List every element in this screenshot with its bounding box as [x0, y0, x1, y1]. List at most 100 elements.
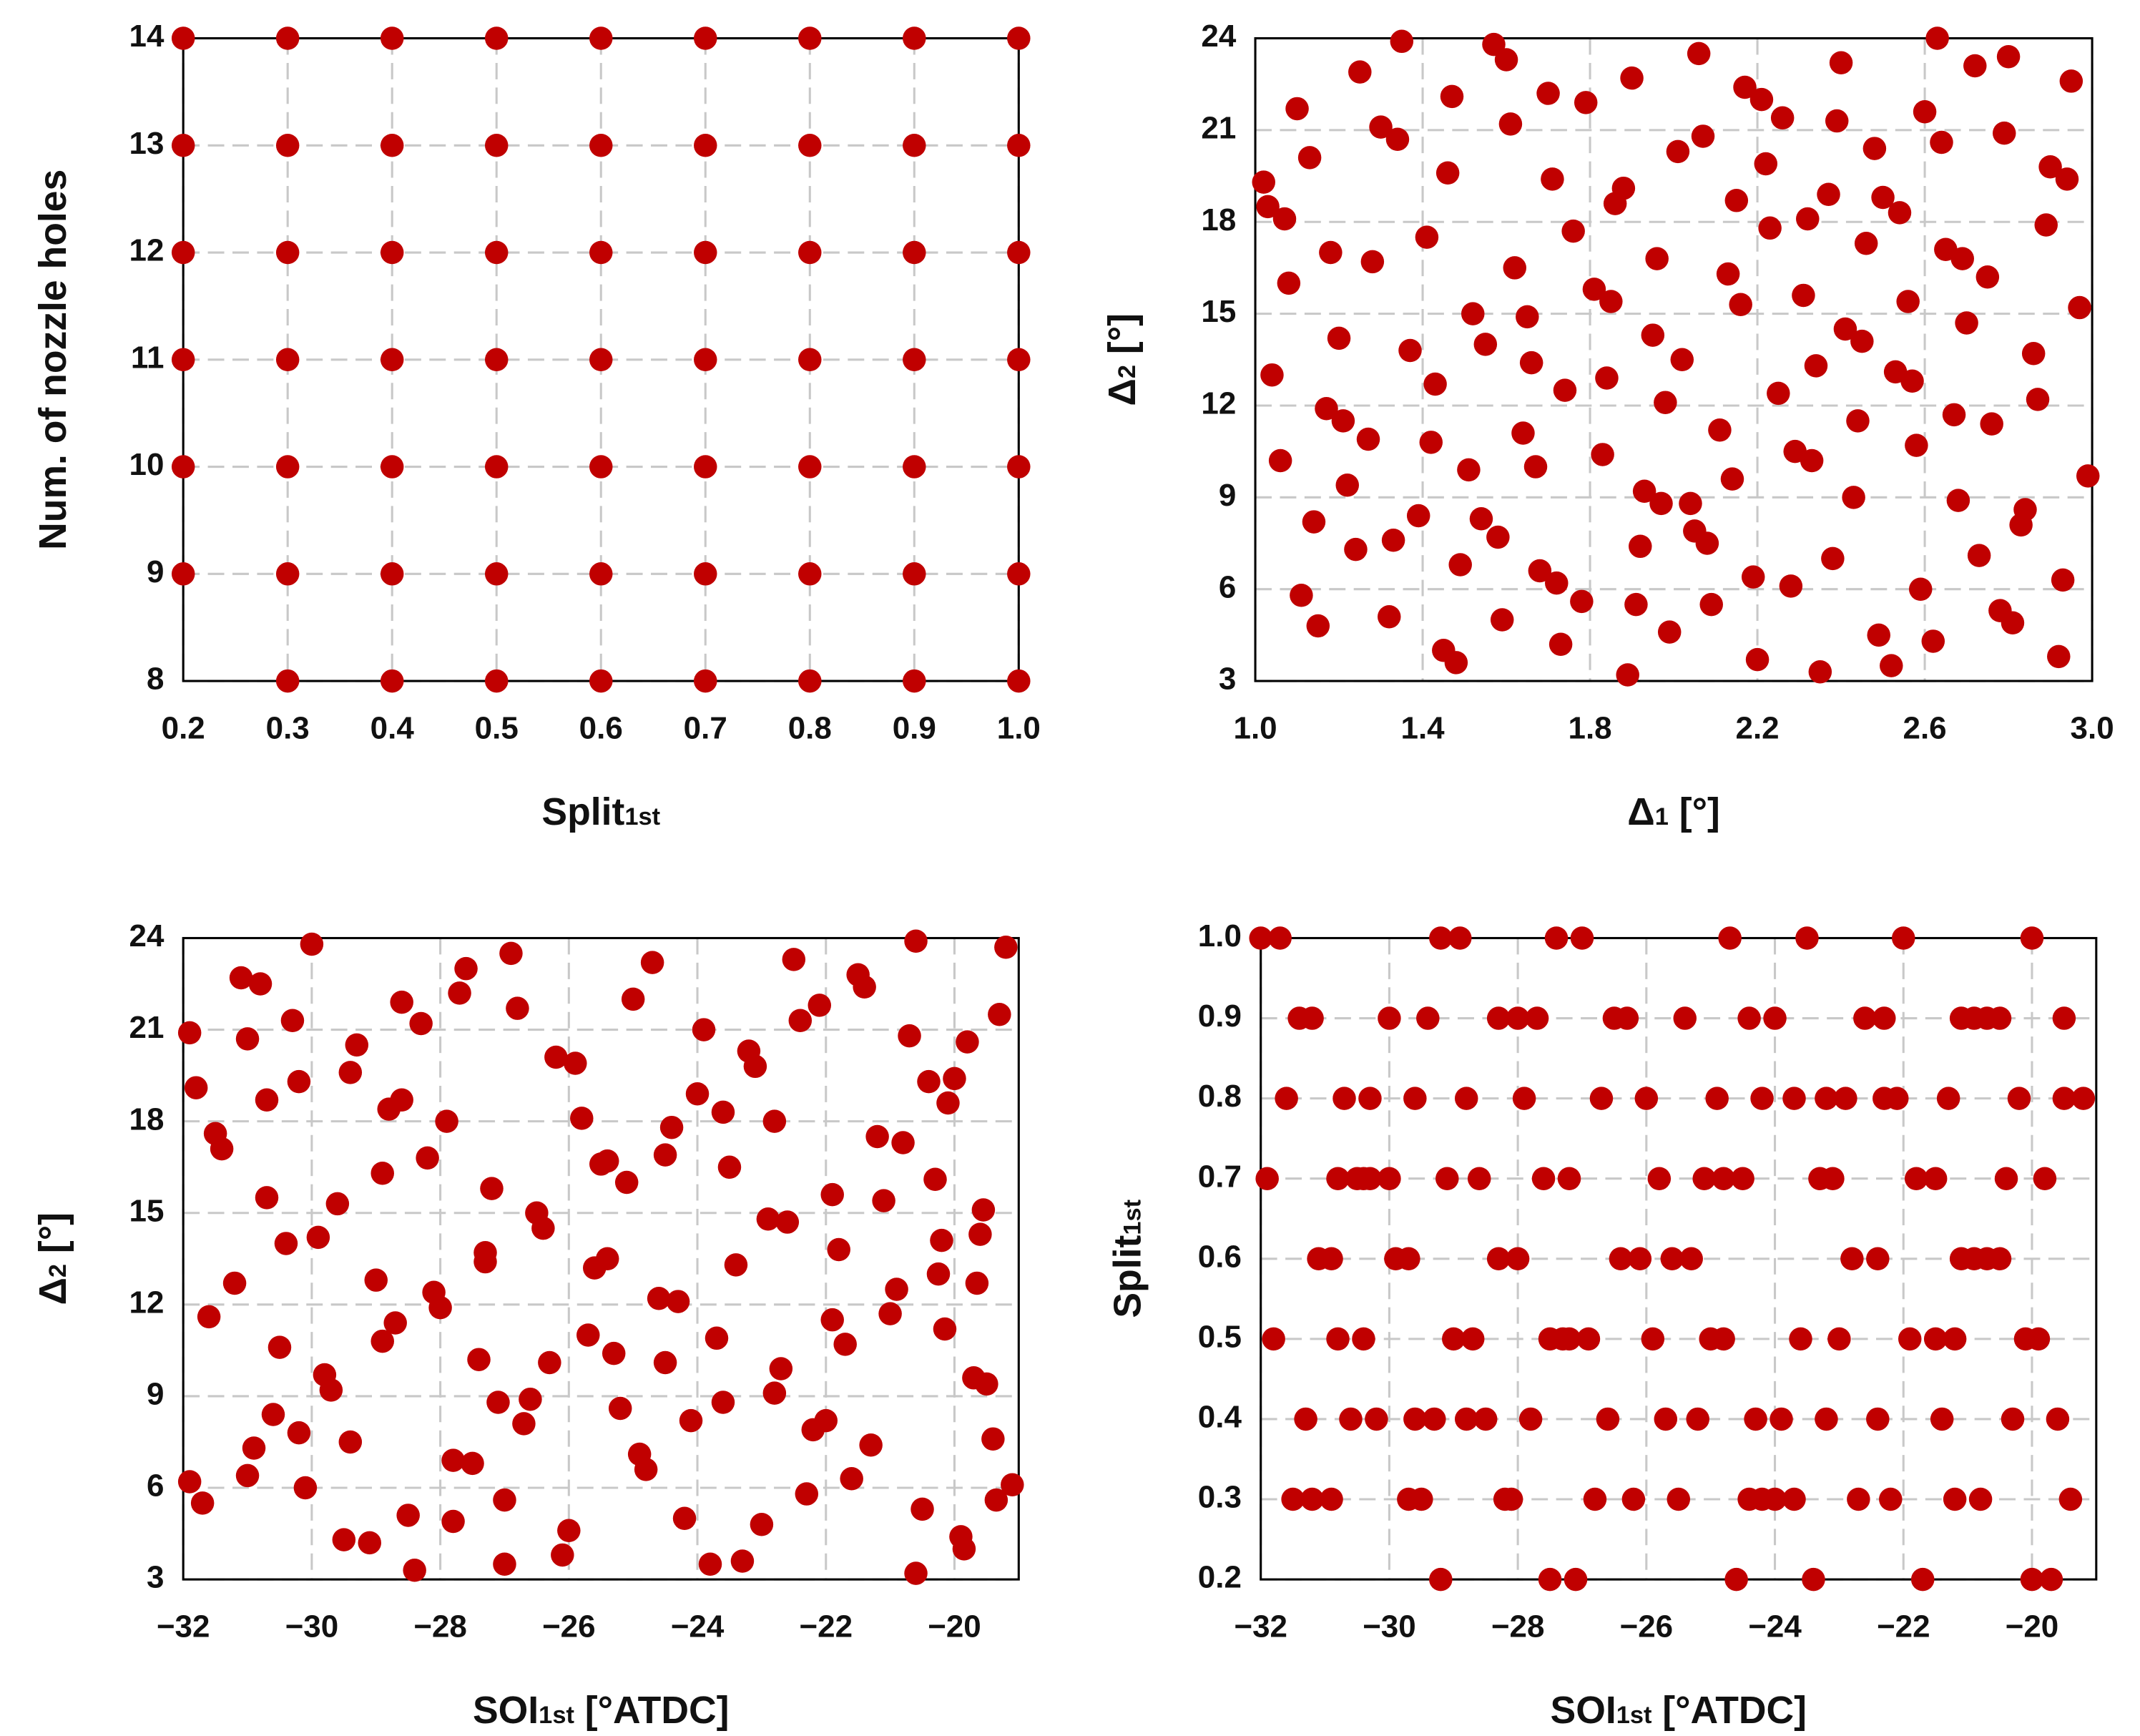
point — [1666, 139, 1690, 164]
point — [798, 134, 822, 157]
x-tick-label: 2.2 — [1736, 710, 1780, 745]
y-tick-label: 10 — [129, 447, 164, 482]
point — [1256, 195, 1280, 219]
point — [2034, 213, 2058, 237]
point — [332, 1528, 356, 1551]
point — [300, 932, 324, 956]
point — [1410, 1487, 1433, 1511]
point — [229, 966, 253, 990]
point — [1615, 1006, 1639, 1030]
y-tick-label: 0.9 — [1198, 999, 1242, 1034]
label-text: [°] — [1101, 313, 1144, 365]
y-tick-label: 18 — [1201, 202, 1236, 237]
point — [493, 1488, 516, 1512]
point — [589, 669, 613, 693]
point — [1503, 256, 1527, 280]
point — [724, 1253, 748, 1277]
point — [1745, 647, 1770, 672]
point — [486, 1391, 510, 1414]
y-tick-label: 0.3 — [1198, 1480, 1242, 1515]
point — [994, 936, 1018, 959]
point — [808, 994, 832, 1017]
point — [694, 134, 717, 157]
point — [409, 1011, 433, 1036]
point — [1641, 323, 1665, 347]
point — [1419, 431, 1443, 454]
point — [1536, 82, 1560, 105]
point — [1923, 1167, 1948, 1190]
point — [171, 348, 195, 372]
point — [1910, 1567, 1935, 1592]
point — [653, 1350, 677, 1375]
point — [1616, 663, 1639, 687]
y-tick-label: 3 — [147, 1560, 164, 1595]
point — [1634, 1087, 1659, 1110]
point — [1448, 926, 1472, 950]
x-tick-label: −20 — [2006, 1609, 2059, 1644]
point — [1332, 1087, 1356, 1110]
point — [930, 1228, 953, 1252]
point — [1599, 290, 1623, 313]
point — [1847, 1487, 1870, 1511]
point — [1670, 348, 1694, 372]
point — [1866, 1247, 1890, 1271]
point — [1344, 537, 1368, 561]
x-tick-label: −32 — [1234, 1609, 1287, 1644]
point — [775, 1210, 800, 1234]
point — [171, 26, 195, 50]
point — [380, 134, 404, 157]
x-tick-label: 0.5 — [475, 710, 519, 745]
point — [891, 1131, 915, 1154]
y-tick-label: 11 — [131, 340, 164, 375]
point — [1724, 189, 1749, 212]
point — [1454, 1407, 1478, 1431]
x-tick-label: 0.4 — [370, 710, 415, 745]
y-tick-label: 9 — [147, 1377, 164, 1412]
x-axis-label: Split1st — [541, 791, 660, 833]
label-text: SOI — [1551, 1690, 1616, 1732]
point — [319, 1378, 343, 1402]
point — [589, 455, 613, 479]
point — [1942, 403, 1966, 427]
point — [798, 669, 822, 693]
point — [1905, 433, 1928, 457]
point — [171, 455, 195, 479]
point — [1397, 1247, 1420, 1271]
point — [1782, 1487, 1806, 1511]
point — [1486, 1247, 1511, 1271]
point — [1649, 491, 1673, 516]
point — [1315, 397, 1338, 421]
point — [833, 1333, 857, 1356]
point — [380, 669, 404, 693]
point — [1570, 589, 1594, 614]
point — [904, 929, 928, 953]
point — [694, 26, 717, 50]
point — [480, 1177, 504, 1200]
point — [1712, 1167, 1735, 1190]
point — [614, 1170, 639, 1195]
point — [1467, 1167, 1491, 1190]
point — [2058, 1487, 2083, 1511]
point — [1654, 1407, 1678, 1431]
point — [698, 1552, 722, 1576]
point — [1589, 1087, 1614, 1110]
point — [1744, 1407, 1767, 1431]
point — [1320, 1487, 1343, 1511]
label-text: Split — [1106, 1235, 1149, 1318]
point — [1632, 479, 1656, 504]
y-axis-label: Δ2 [°] — [32, 1212, 74, 1305]
point — [1416, 1006, 1440, 1030]
y-tick-label: 0.6 — [1198, 1239, 1242, 1274]
point — [1871, 185, 1895, 210]
point — [827, 1237, 850, 1262]
point — [531, 1216, 555, 1240]
x-tick-label: −30 — [1363, 1609, 1416, 1644]
point — [2026, 388, 2050, 411]
point — [666, 1290, 690, 1313]
point — [1802, 1567, 1825, 1592]
point — [1564, 1567, 1588, 1592]
label-text: Δ — [1627, 791, 1654, 833]
point — [589, 562, 613, 586]
point — [428, 1295, 452, 1320]
